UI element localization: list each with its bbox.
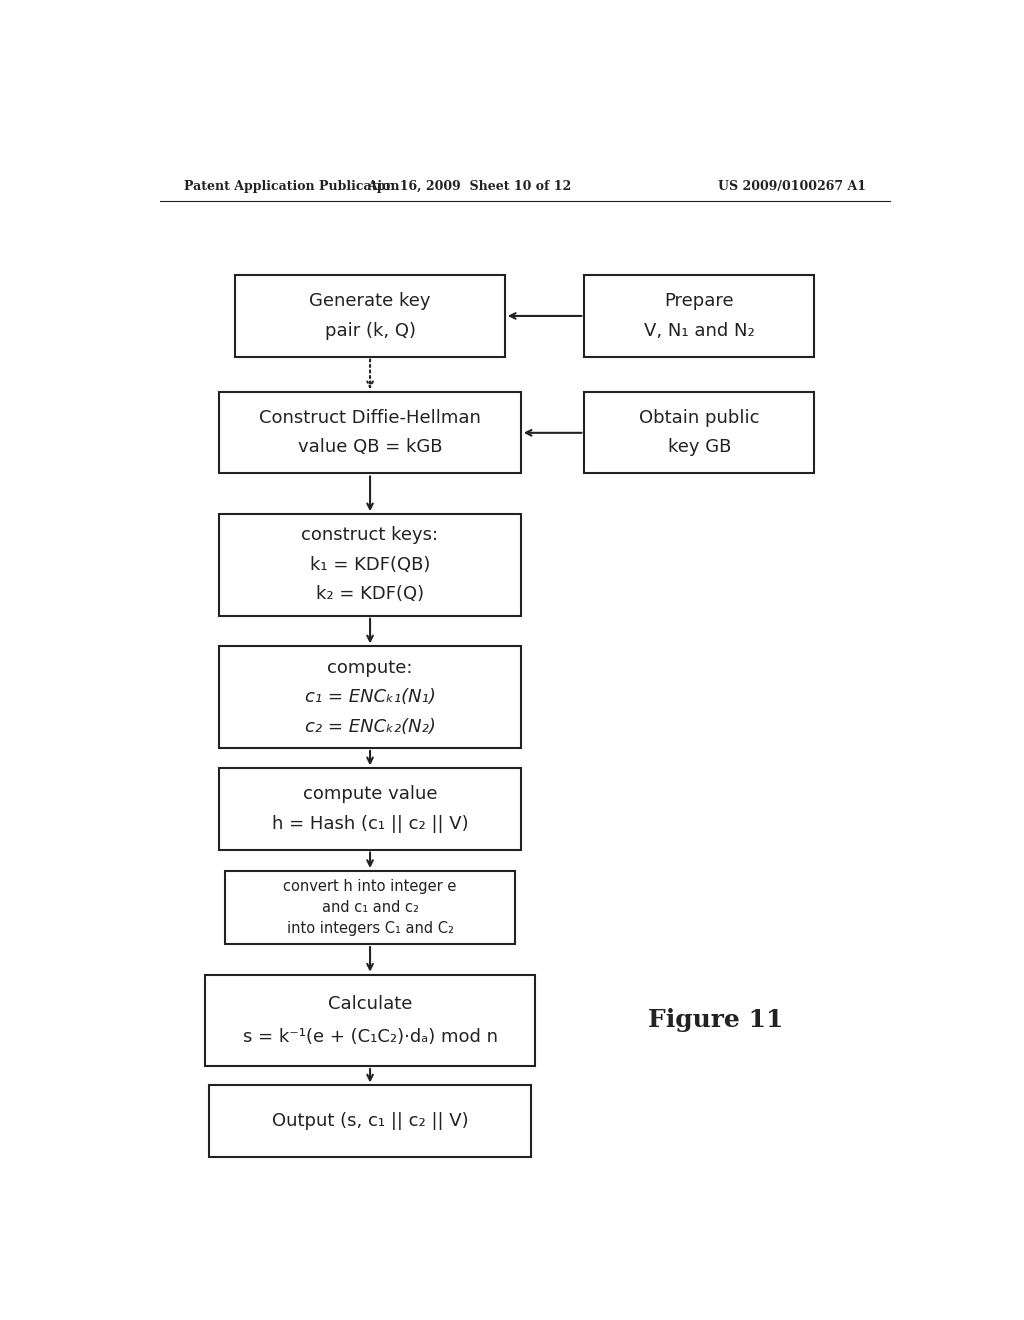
- Text: compute value: compute value: [303, 785, 437, 804]
- Text: Figure 11: Figure 11: [647, 1008, 783, 1032]
- Text: c₁ = ENCₖ₁(N₁): c₁ = ENCₖ₁(N₁): [304, 688, 435, 706]
- Text: and c₁ and c₂: and c₁ and c₂: [322, 900, 419, 915]
- Text: Apr. 16, 2009  Sheet 10 of 12: Apr. 16, 2009 Sheet 10 of 12: [368, 181, 571, 193]
- Text: into integers C₁ and C₂: into integers C₁ and C₂: [287, 921, 454, 936]
- FancyBboxPatch shape: [219, 768, 521, 850]
- Text: h = Hash (c₁ || c₂ || V): h = Hash (c₁ || c₂ || V): [271, 814, 468, 833]
- FancyBboxPatch shape: [585, 392, 814, 474]
- Text: compute:: compute:: [328, 659, 413, 677]
- Text: Prepare: Prepare: [665, 292, 734, 310]
- FancyBboxPatch shape: [209, 1085, 530, 1156]
- Text: key GB: key GB: [668, 438, 731, 457]
- Text: construct keys:: construct keys:: [301, 527, 438, 544]
- Text: Output (s, c₁ || c₂ || V): Output (s, c₁ || c₂ || V): [271, 1111, 468, 1130]
- FancyBboxPatch shape: [206, 974, 535, 1067]
- FancyBboxPatch shape: [236, 276, 505, 356]
- Text: value QB = kGB: value QB = kGB: [298, 438, 442, 457]
- Text: Construct Diffie-Hellman: Construct Diffie-Hellman: [259, 409, 481, 428]
- Text: Calculate: Calculate: [328, 995, 413, 1012]
- Text: k₂ = KDF(Q): k₂ = KDF(Q): [316, 586, 424, 603]
- Text: c₂ = ENCₖ₂(N₂): c₂ = ENCₖ₂(N₂): [304, 718, 435, 735]
- FancyBboxPatch shape: [585, 276, 814, 356]
- Text: k₁ = KDF(QB): k₁ = KDF(QB): [310, 556, 430, 574]
- Text: convert h into integer e: convert h into integer e: [284, 879, 457, 894]
- Text: V, N₁ and N₂: V, N₁ and N₂: [644, 322, 755, 339]
- FancyBboxPatch shape: [219, 515, 521, 616]
- FancyBboxPatch shape: [219, 392, 521, 474]
- FancyBboxPatch shape: [219, 647, 521, 748]
- Text: US 2009/0100267 A1: US 2009/0100267 A1: [718, 181, 866, 193]
- Text: Generate key: Generate key: [309, 292, 431, 310]
- Text: Patent Application Publication: Patent Application Publication: [183, 181, 399, 193]
- FancyBboxPatch shape: [225, 871, 515, 944]
- Text: s = k⁻¹(e + (C₁C₂)·dₐ) mod n: s = k⁻¹(e + (C₁C₂)·dₐ) mod n: [243, 1028, 498, 1045]
- Text: Obtain public: Obtain public: [639, 409, 760, 428]
- Text: pair (k, Q): pair (k, Q): [325, 322, 416, 339]
